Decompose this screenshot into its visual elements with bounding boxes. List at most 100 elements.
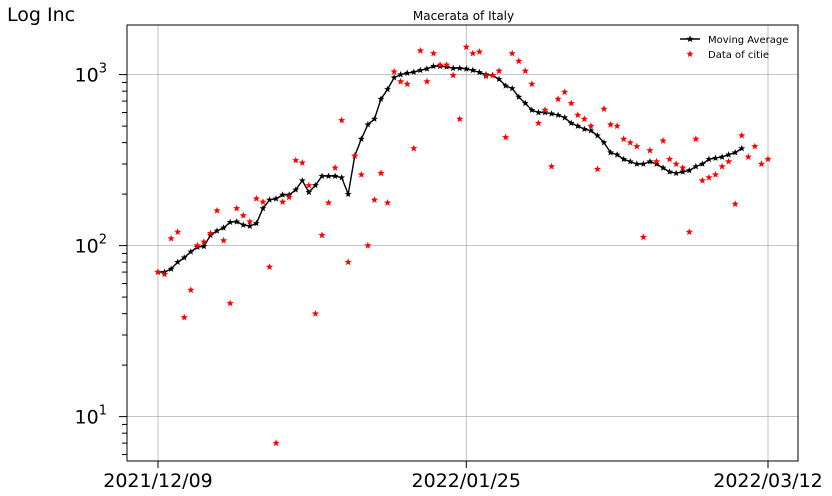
data-point [554,95,562,103]
series-layer [154,43,772,447]
data-point [174,228,182,236]
data-point [377,169,385,177]
data-point [521,99,529,107]
data-point [469,66,477,74]
data-point [423,65,431,72]
data-point [312,181,319,189]
data-point [653,160,660,167]
data-point [357,135,365,142]
data-point [344,190,352,198]
data-point [357,170,365,178]
data-point [593,165,602,173]
legend-label: Moving Average [708,35,788,46]
data-point [377,95,385,102]
data-point [548,110,555,117]
data-point [213,227,221,234]
data-point [226,299,234,307]
data-point [561,88,569,96]
data-point [384,85,391,93]
data-point [383,198,392,206]
data-point [495,75,503,83]
legend: Moving Average Data of citie [680,35,788,61]
data-point [757,160,766,168]
data-point [331,172,339,179]
data-point [442,61,451,68]
data-point [325,172,332,179]
data-point [213,206,221,214]
data-point [541,106,549,114]
data-point [600,139,608,146]
data-point [292,186,300,193]
grid [127,25,798,461]
data-point [738,131,746,139]
data-point [613,122,621,130]
data-point [698,160,706,167]
data-point [672,169,680,177]
data-point [180,313,188,321]
data-point [397,71,405,78]
data-point [502,82,510,89]
data-point [371,115,378,122]
data-point [633,160,641,167]
data-point [488,71,497,79]
data-point [292,156,300,164]
data-point [246,217,254,225]
data-point [515,93,523,100]
data-point [547,162,556,170]
data-point [252,219,260,227]
data-point [620,155,628,163]
data-point [160,270,169,278]
x-tick-label: 2022/03/12 [713,470,823,492]
data-point [265,263,274,271]
data-point [239,211,247,219]
data-point [397,77,405,85]
data-point [574,111,582,119]
data-point [200,242,208,250]
data-point [738,144,746,152]
data-point [495,67,503,75]
data-point [685,166,693,174]
data-point [731,200,739,208]
data-point [443,63,451,70]
data-point [508,84,516,92]
data-point [606,120,615,128]
legend-item: Moving Average [680,35,788,46]
data-point [692,162,700,170]
data-point [469,49,477,57]
data-point [502,133,510,141]
y-tick-label: 101 [75,404,107,429]
data-point [167,234,175,242]
data-point [259,198,267,206]
data-point [462,65,470,72]
data-point [580,115,588,123]
data-point [528,80,536,88]
data-point [206,229,215,237]
data-point [344,258,352,266]
data-point [620,135,628,143]
data-point [659,164,667,171]
data-point [718,153,726,160]
data-point [751,142,759,150]
data-point [305,181,313,189]
data-point [462,43,470,51]
data-point [679,164,687,171]
data-point [587,122,595,130]
data-point [226,218,234,226]
data-point [279,198,287,206]
data-point [712,154,719,161]
data-point [180,254,188,261]
data-point [456,64,464,72]
data-point [364,241,372,249]
data-point [554,111,562,118]
data-point [561,114,569,121]
data-point [246,222,254,230]
data-point [239,221,247,228]
data-point [279,191,287,198]
data-point [652,157,661,165]
data-point [390,67,398,75]
axes: 2021/12/09 2022/01/25 2022/03/12 101 102 103 [75,24,823,492]
data-point [574,122,582,129]
data-point [423,77,431,85]
data-point [324,198,333,206]
data-point [305,188,313,196]
